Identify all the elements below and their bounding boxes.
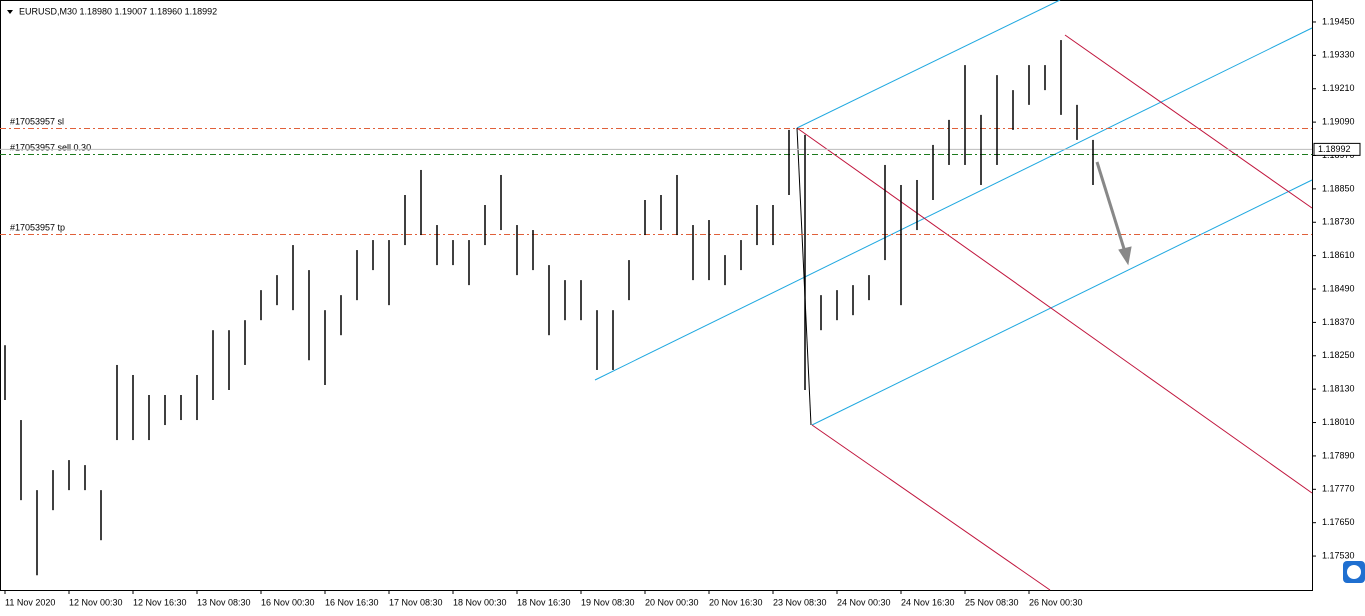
teamviewer-icon	[1347, 565, 1361, 579]
x-tick-label: 18 Nov 00:30	[453, 597, 507, 607]
channel-line	[811, 179, 1313, 426]
x-tick-label: 16 Nov 00:30	[261, 597, 315, 607]
annotation: #17053957 sell 0.30	[10, 142, 91, 152]
price-box	[1313, 142, 1361, 156]
channel-line	[1064, 34, 1313, 209]
y-tick-label: 1.19090	[1322, 116, 1355, 126]
plot-frame	[0, 0, 1313, 591]
x-tick-label: 17 Nov 08:30	[389, 597, 443, 607]
x-tick-label: 23 Nov 08:30	[773, 597, 827, 607]
channel-line	[594, 27, 1313, 381]
arrow	[1095, 161, 1127, 253]
x-tick-label: 12 Nov 00:30	[69, 597, 123, 607]
x-tick-label: 12 Nov 16:30	[133, 597, 187, 607]
x-tick-label: 13 Nov 08:30	[197, 597, 251, 607]
y-tick-label: 1.19450	[1322, 16, 1355, 26]
annotation: #17053957 sl	[10, 116, 64, 126]
y-tick-label: 1.18610	[1322, 250, 1355, 260]
y-tick-label: 1.18370	[1322, 317, 1355, 327]
y-tick-label: 1.17650	[1322, 517, 1355, 527]
y-tick-label: 1.17530	[1322, 550, 1355, 560]
x-tick-label: 20 Nov 00:30	[645, 597, 699, 607]
channel-line	[796, 0, 1061, 129]
y-tick-label: 1.18010	[1322, 417, 1355, 427]
y-tick-label: 1.19210	[1322, 83, 1355, 93]
y-tick-label: 1.18250	[1322, 350, 1355, 360]
channel-line	[796, 127, 1313, 494]
x-tick-label: 18 Nov 16:30	[517, 597, 571, 607]
y-tick-label: 1.19330	[1322, 50, 1355, 60]
price-label: 1.18992	[1318, 144, 1351, 154]
x-tick-label: 19 Nov 08:30	[581, 597, 635, 607]
x-tick-label: 20 Nov 16:30	[709, 597, 763, 607]
y-tick-label: 1.18130	[1322, 384, 1355, 394]
y-tick-label: 1.18850	[1322, 183, 1355, 193]
chart-title: EURUSD,M30 1.18980 1.19007 1.18960 1.189…	[19, 6, 217, 16]
x-tick-label: 25 Nov 08:30	[965, 597, 1019, 607]
x-tick-label: 26 Nov 00:30	[1029, 597, 1083, 607]
menu-icon[interactable]	[7, 10, 13, 14]
x-tick-label: 16 Nov 16:30	[325, 597, 379, 607]
channel-line	[811, 424, 1051, 591]
y-tick-label: 1.18730	[1322, 217, 1355, 227]
y-tick-label: 1.17770	[1322, 484, 1355, 494]
x-tick-label: 24 Nov 00:30	[837, 597, 891, 607]
y-tick-label: 1.18490	[1322, 283, 1355, 293]
y-tick-label: 1.17890	[1322, 450, 1355, 460]
annotation: #17053957 tp	[10, 222, 65, 232]
x-tick-label: 24 Nov 16:30	[901, 597, 955, 607]
channel-line	[796, 127, 812, 426]
arrow-head	[1118, 246, 1132, 266]
x-tick-label: 11 Nov 2020	[5, 597, 55, 607]
